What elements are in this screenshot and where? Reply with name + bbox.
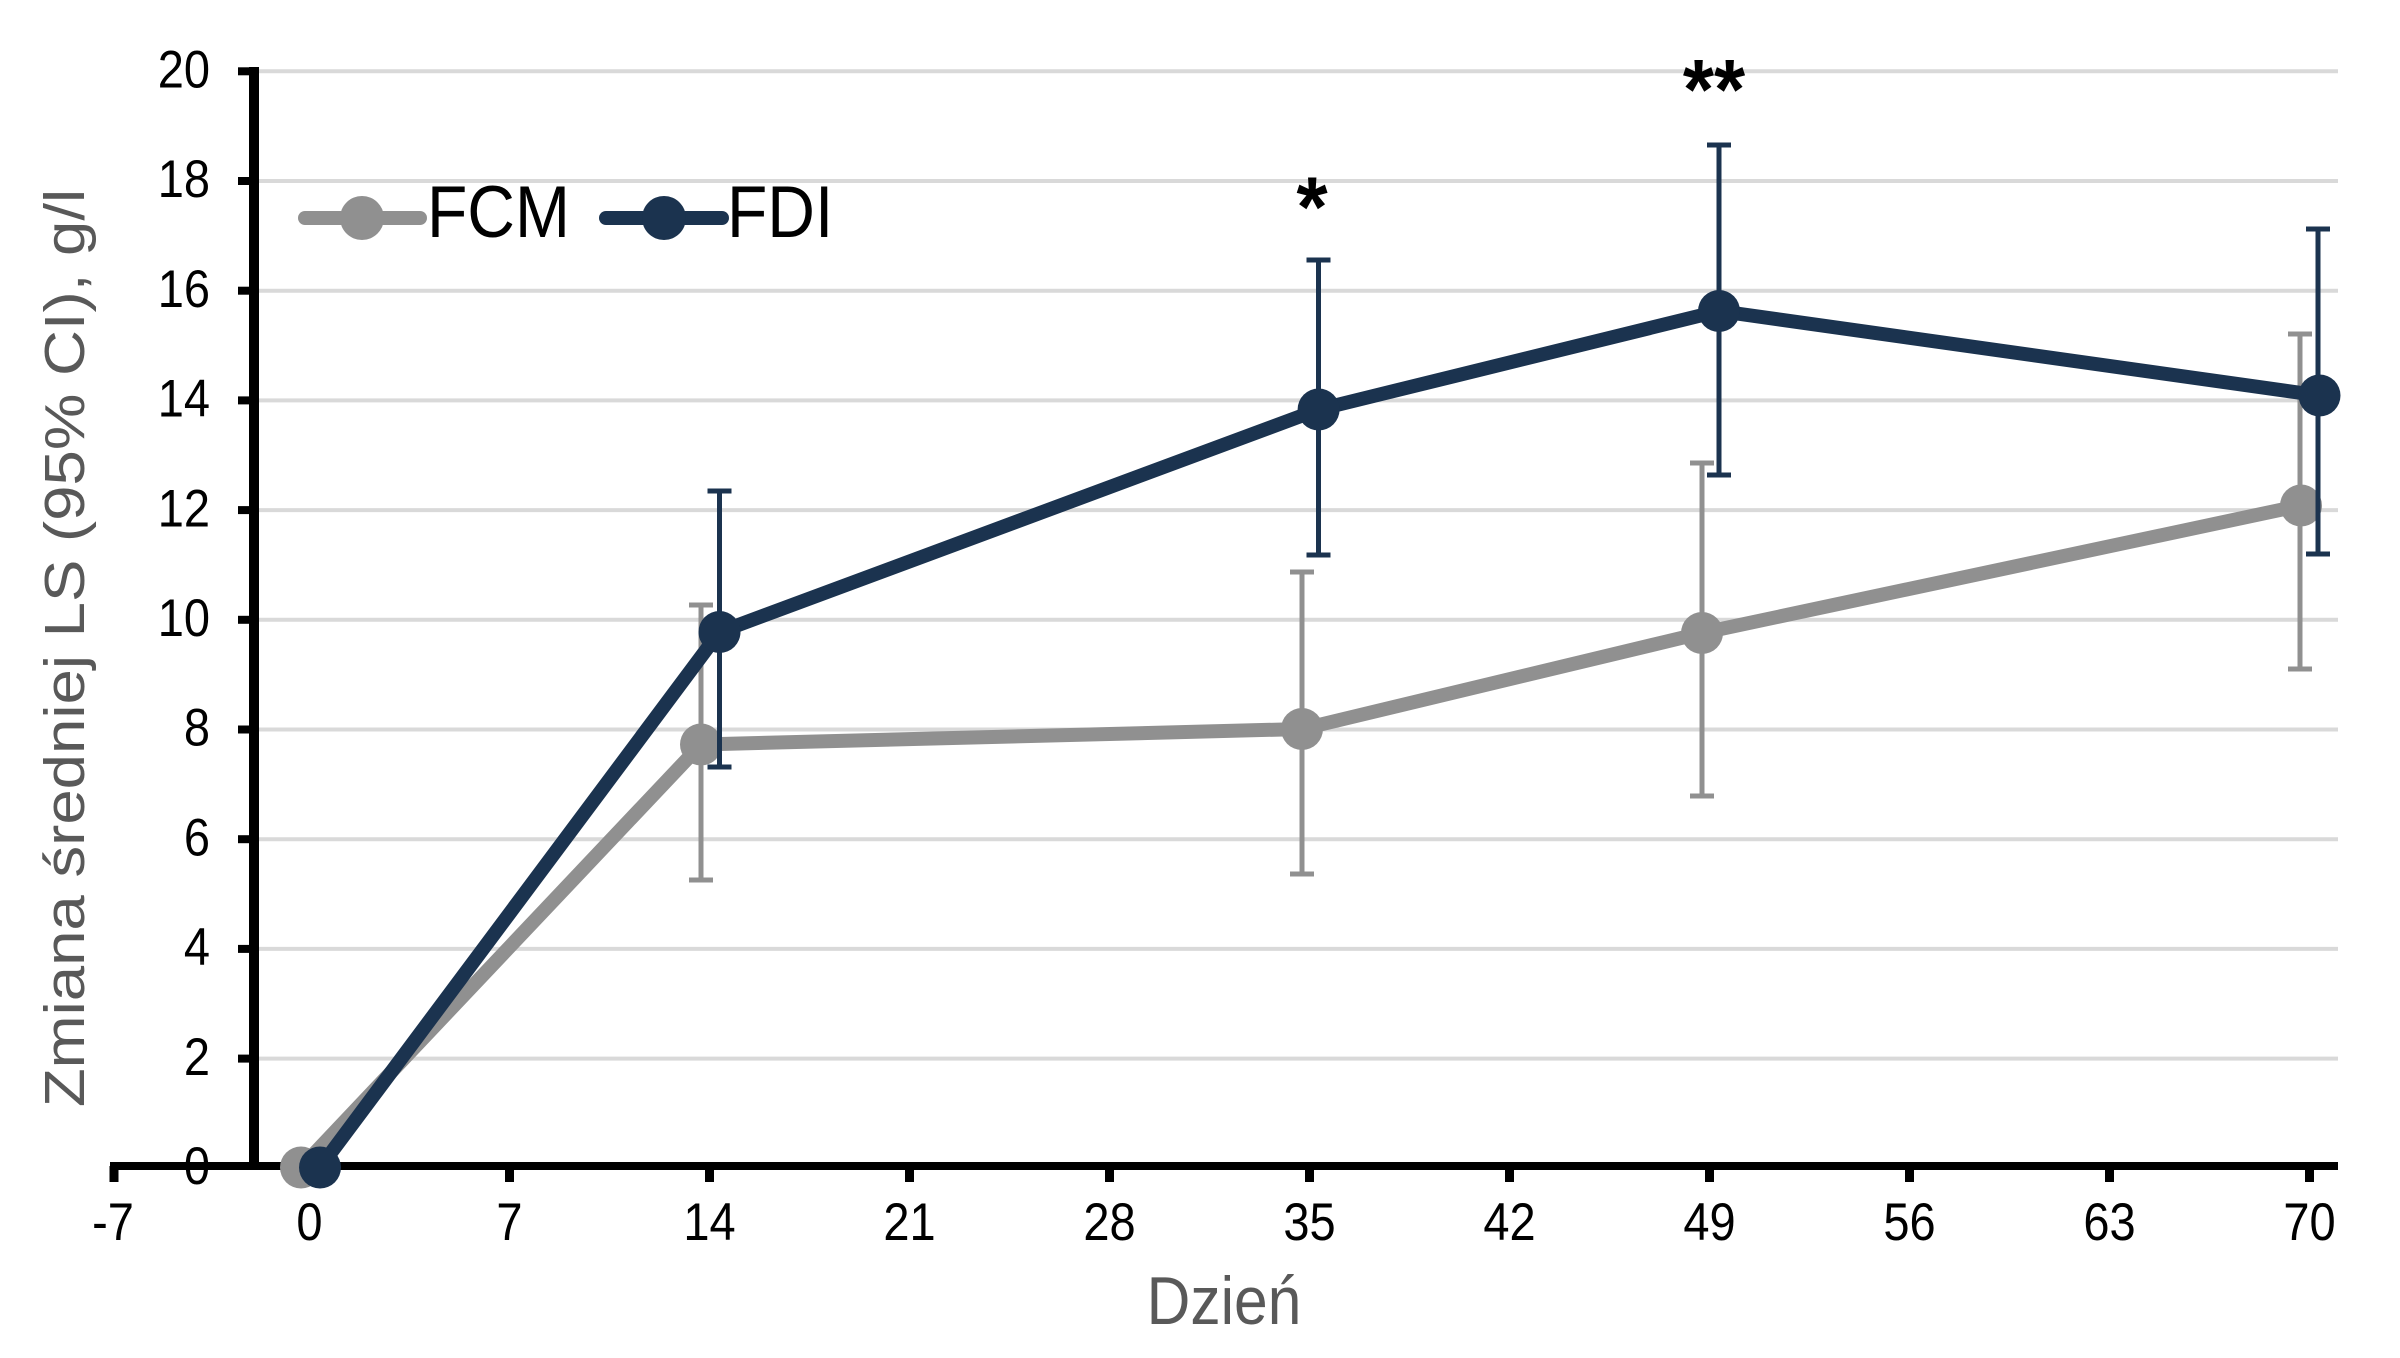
svg-text:0: 0	[184, 1137, 210, 1196]
svg-text:10: 10	[158, 589, 210, 648]
svg-text:4: 4	[184, 918, 210, 977]
svg-text:0: 0	[296, 1193, 322, 1252]
svg-text:20: 20	[158, 40, 210, 99]
svg-text:7: 7	[496, 1193, 522, 1252]
svg-text:FDI: FDI	[727, 171, 833, 253]
svg-text:49: 49	[1683, 1193, 1735, 1252]
svg-text:-7: -7	[92, 1193, 134, 1252]
svg-text:42: 42	[1483, 1193, 1535, 1252]
svg-text:28: 28	[1083, 1193, 1135, 1252]
svg-text:12: 12	[158, 479, 210, 538]
svg-text:FCM: FCM	[427, 171, 570, 253]
svg-text:8: 8	[184, 698, 210, 757]
svg-text:35: 35	[1283, 1193, 1335, 1252]
svg-text:2: 2	[184, 1027, 210, 1086]
svg-text:Dzień: Dzień	[1147, 1263, 1302, 1339]
svg-text:6: 6	[184, 808, 210, 867]
svg-text:21: 21	[883, 1193, 935, 1252]
svg-text:14: 14	[158, 369, 210, 428]
svg-text:63: 63	[2083, 1193, 2135, 1252]
svg-text:**: **	[1683, 42, 1746, 138]
svg-text:*: *	[1296, 159, 1328, 255]
svg-text:70: 70	[2283, 1193, 2335, 1252]
svg-text:16: 16	[158, 260, 210, 319]
svg-text:Zmiana średniej LS (95% CI), g: Zmiana średniej LS (95% CI), g/l	[32, 189, 96, 1107]
svg-text:14: 14	[683, 1193, 735, 1252]
svg-text:18: 18	[158, 150, 210, 209]
svg-text:56: 56	[1883, 1193, 1935, 1252]
